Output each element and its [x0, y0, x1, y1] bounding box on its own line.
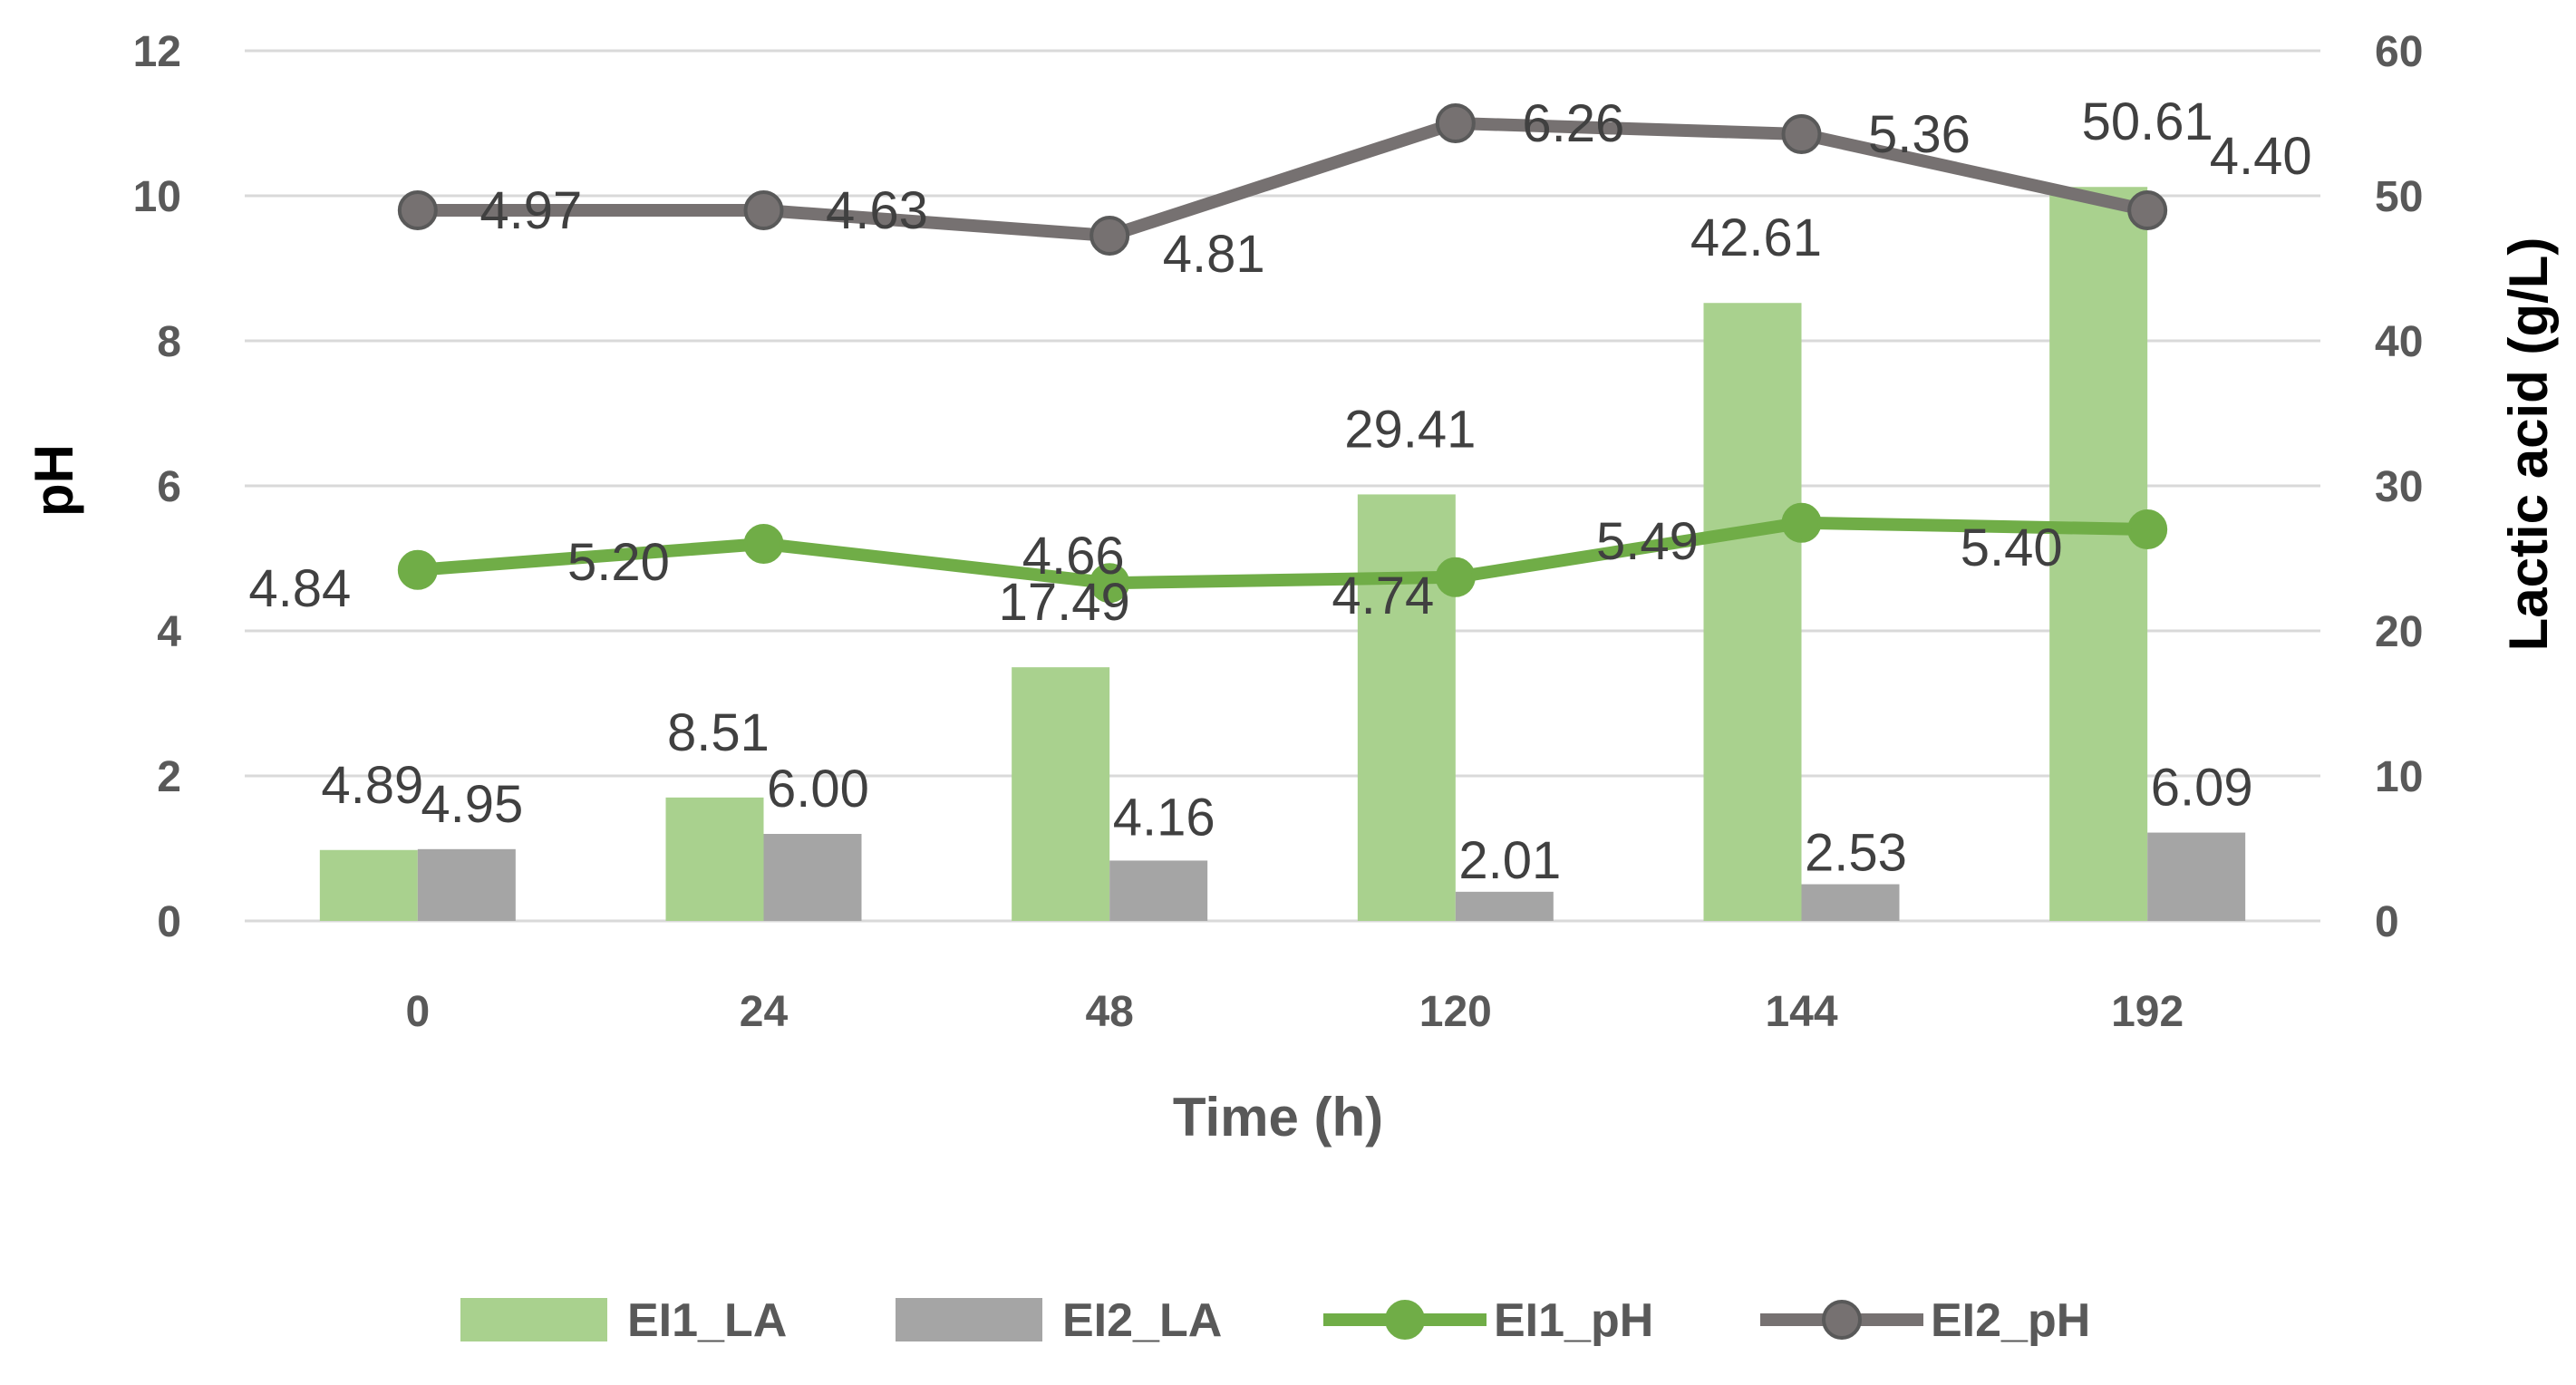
line-ei2-ph [411, 117, 2155, 242]
legend-marker-ei1-ph [1385, 1300, 1425, 1340]
data-label-ei1-ph: 4.84 [248, 559, 351, 618]
y-right-tick-label: 50 [2375, 173, 2423, 221]
y-left-tick-label: 0 [157, 898, 181, 946]
legend-label-ei1-la: EI1_LA [627, 1294, 787, 1347]
marker-ei1-ph [1089, 563, 1130, 604]
marker-ei2-ph [1089, 216, 1130, 256]
marker-ei2-ph [2127, 190, 2168, 230]
data-label-ei2-ph: 4.63 [826, 181, 928, 240]
gridlines [245, 49, 2320, 923]
bar-ei2-la [763, 834, 862, 921]
marker-ei2-ph [1435, 103, 1476, 143]
bar-ei1-la [1357, 494, 1456, 921]
y-right-tick-label: 20 [2375, 608, 2423, 656]
legend-swatch-ei2-la [896, 1298, 1042, 1341]
bar-ei2-la [1109, 860, 1208, 921]
legend: EI1_LA EI2_LA EI1_pH EI2_pH [460, 1294, 2090, 1347]
marker-ei2-ph [743, 190, 784, 230]
x-tick-label: 192 [2111, 988, 2184, 1036]
line-series [397, 103, 2168, 604]
y-axis-left-title: pH [24, 444, 84, 517]
data-label-ei2-ph: 6.26 [1522, 94, 1624, 153]
bar-ei1-la [665, 797, 764, 921]
y-right-tick-label: 10 [2375, 753, 2423, 801]
bar-ei2-la [1455, 891, 1554, 921]
data-label-ei2-la: 4.16 [1113, 788, 1215, 847]
data-label-ei1-la: 4.89 [321, 756, 423, 815]
data-label-ei1-la: 17.49 [999, 573, 1130, 632]
marker-ei1-ph [743, 524, 784, 564]
x-tick-label: 24 [740, 988, 789, 1036]
legend-marker-ei2-ph [1822, 1300, 1862, 1340]
marker-ei1-ph [1781, 502, 1822, 543]
data-label-ei2-la: 2.01 [1458, 831, 1561, 890]
y-right-tick-label: 30 [2375, 463, 2423, 511]
data-label-ei2-la: 4.95 [421, 775, 523, 834]
data-label-ei2-ph: 4.40 [2210, 127, 2312, 186]
data-label-ei1-la: 50.61 [2082, 92, 2213, 151]
data-label-ei1-ph: 5.49 [1596, 512, 1699, 571]
data-label-ei2-ph: 4.97 [479, 181, 582, 240]
legend-swatch-ei1-la [460, 1298, 607, 1341]
data-label-ei1-ph: 4.74 [1332, 567, 1434, 625]
marker-ei1-ph [397, 549, 438, 590]
legend-label-ei2-la: EI2_LA [1062, 1294, 1222, 1347]
data-label-ei2-la: 6.00 [767, 760, 869, 818]
marker-ei2-ph [1781, 114, 1822, 154]
data-label-ei1-ph: 5.40 [1961, 518, 2063, 577]
y-left-tick-label: 2 [157, 753, 181, 801]
data-label-ei1-la: 42.61 [1690, 208, 1822, 267]
x-tick-label: 144 [1765, 988, 1837, 1036]
bar-ei1-la [1012, 667, 1110, 921]
data-label-ei2-la: 2.53 [1805, 824, 1907, 883]
y-right-tick-label: 60 [2375, 28, 2423, 76]
x-tick-label: 0 [405, 988, 430, 1036]
legend-label-ei1-ph: EI1_pH [1494, 1294, 1653, 1347]
x-tick-label: 120 [1419, 988, 1492, 1036]
bar-ei1-la [1703, 303, 1802, 921]
y-right-tick-label: 40 [2375, 318, 2423, 366]
bar-ei2-la [417, 848, 516, 921]
marker-ei2-ph [397, 190, 438, 230]
data-labels: 4.89 8.51 17.49 29.41 42.61 50.61 4.95 6.00 4.16… [248, 92, 2311, 890]
x-axis-title: Time (h) [1173, 1087, 1383, 1148]
data-label-ei1-la: 8.51 [667, 703, 770, 762]
data-label-ei2-ph: 5.36 [1868, 105, 1971, 164]
x-tick-label: 48 [1085, 988, 1133, 1036]
y-left-tick-label: 8 [157, 318, 181, 366]
bar-ei2-la [1801, 884, 1900, 921]
data-label-ei1-ph: 5.20 [567, 533, 670, 592]
y-left-tick-label: 10 [133, 173, 181, 221]
line-ei1-ph [411, 516, 2155, 590]
legend-label-ei2-ph: EI2_pH [1931, 1294, 2090, 1347]
data-label-ei2-ph: 4.81 [1163, 225, 1265, 284]
y-left-tick-label: 12 [133, 28, 181, 76]
y-right-tick-label: 0 [2375, 898, 2399, 946]
y-axis-right-title: Lactic acid (g/L) [2498, 237, 2559, 652]
data-label-ei1-ph: 4.66 [1022, 527, 1125, 586]
marker-ei1-ph [1435, 557, 1476, 597]
bar-ei1-la [319, 849, 418, 921]
marker-ei1-ph [2127, 509, 2168, 549]
bar-ei2-la [2147, 832, 2246, 921]
y-left-tick-label: 4 [157, 608, 181, 656]
bar-ei1-la [2049, 187, 2148, 922]
bar-series [319, 187, 2246, 922]
data-label-ei1-la: 29.41 [1344, 400, 1476, 459]
data-label-ei2-la: 6.09 [2151, 759, 2253, 818]
y-left-tick-label: 6 [157, 463, 181, 511]
